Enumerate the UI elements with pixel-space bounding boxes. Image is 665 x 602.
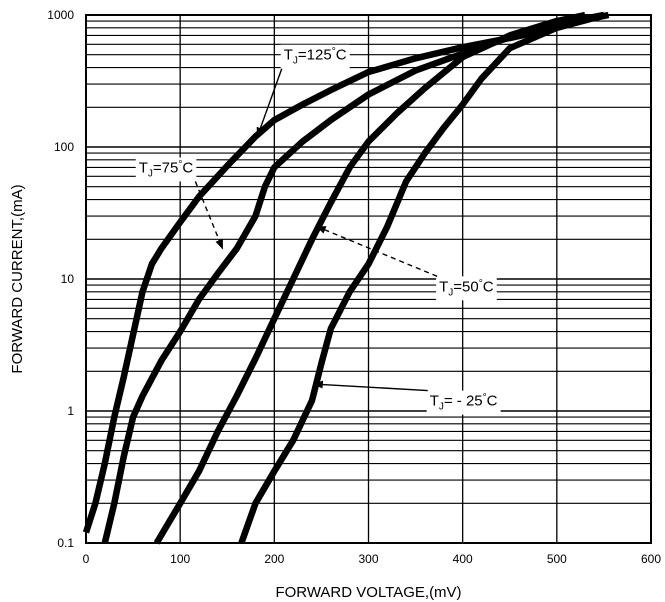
series-label-box-0 bbox=[280, 44, 350, 69]
series-label-0: TJ=125°C bbox=[284, 47, 347, 67]
grid-lines bbox=[86, 15, 651, 544]
series-label-arrow-1 bbox=[194, 181, 224, 250]
y-tick-label: 0.1 bbox=[57, 536, 74, 550]
series-label-2: TJ=50°C bbox=[439, 278, 494, 298]
y-tick-label: 1000 bbox=[47, 8, 74, 22]
series-label-arrow-3 bbox=[312, 380, 428, 392]
series-label-arrow-0 bbox=[256, 68, 283, 138]
series-layer bbox=[82, 11, 610, 545]
y-tick-label: 10 bbox=[61, 272, 75, 286]
x-tick-label: 100 bbox=[170, 552, 190, 566]
x-tick-label: 500 bbox=[547, 552, 567, 566]
y-axis-label: FORWARD CURRENT,(mA) bbox=[9, 184, 26, 373]
series-label-box-3 bbox=[426, 390, 501, 415]
series-label-3: TJ= - 25°C bbox=[430, 393, 498, 413]
y-tick-label: 1 bbox=[67, 404, 74, 418]
x-tick-label: 600 bbox=[641, 552, 661, 566]
x-tick-label: 0 bbox=[83, 552, 90, 566]
series-line-3 bbox=[238, 11, 605, 545]
series-label-box-1 bbox=[135, 157, 197, 182]
x-tick-label: 400 bbox=[453, 552, 473, 566]
series-line-1 bbox=[101, 11, 605, 544]
tick-labels: 0 100 200 300 400 500 600 0.1 1 10 100 1000 bbox=[47, 8, 661, 566]
series-label-1: TJ=75°C bbox=[139, 159, 194, 179]
annotations: TJ=125°C TJ=75°C TJ=50°C TJ= - 25°C bbox=[135, 44, 501, 415]
x-tick-label: 200 bbox=[264, 552, 284, 566]
plot-frame bbox=[85, 14, 652, 544]
series-line-0 bbox=[82, 11, 610, 534]
series-line-2 bbox=[153, 11, 586, 545]
x-tick-label: 300 bbox=[358, 552, 378, 566]
series-label-box-2 bbox=[436, 276, 497, 301]
x-axis-label: FORWARD VOLTAGE,(mV) bbox=[275, 584, 461, 601]
y-tick-label: 100 bbox=[54, 140, 74, 154]
series-label-arrow-2 bbox=[315, 225, 438, 277]
